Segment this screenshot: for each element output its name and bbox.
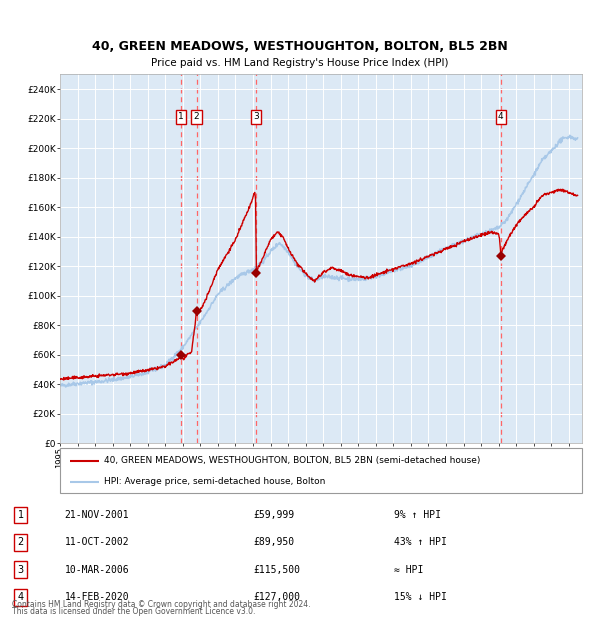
Text: 10-MAR-2006: 10-MAR-2006 [65, 565, 130, 575]
Text: 2: 2 [17, 538, 24, 547]
Text: 21-NOV-2001: 21-NOV-2001 [65, 510, 130, 520]
Text: 40, GREEN MEADOWS, WESTHOUGHTON, BOLTON, BL5 2BN (semi-detached house): 40, GREEN MEADOWS, WESTHOUGHTON, BOLTON,… [104, 456, 481, 465]
Text: 4: 4 [17, 592, 24, 602]
Text: 14-FEB-2020: 14-FEB-2020 [65, 592, 130, 602]
Text: £59,999: £59,999 [253, 510, 294, 520]
Text: 9% ↑ HPI: 9% ↑ HPI [394, 510, 441, 520]
Text: Price paid vs. HM Land Registry's House Price Index (HPI): Price paid vs. HM Land Registry's House … [151, 58, 449, 68]
FancyBboxPatch shape [60, 448, 582, 493]
Text: HPI: Average price, semi-detached house, Bolton: HPI: Average price, semi-detached house,… [104, 477, 326, 486]
Text: 43% ↑ HPI: 43% ↑ HPI [394, 538, 447, 547]
Text: 4: 4 [498, 112, 503, 122]
Text: 2: 2 [194, 112, 199, 122]
Text: ≈ HPI: ≈ HPI [394, 565, 424, 575]
Text: £127,000: £127,000 [253, 592, 300, 602]
Text: £115,500: £115,500 [253, 565, 300, 575]
Text: 11-OCT-2002: 11-OCT-2002 [65, 538, 130, 547]
Text: 40, GREEN MEADOWS, WESTHOUGHTON, BOLTON, BL5 2BN: 40, GREEN MEADOWS, WESTHOUGHTON, BOLTON,… [92, 40, 508, 53]
Text: 1: 1 [178, 112, 184, 122]
Text: 1: 1 [17, 510, 24, 520]
Text: 3: 3 [253, 112, 259, 122]
Text: Contains HM Land Registry data © Crown copyright and database right 2024.: Contains HM Land Registry data © Crown c… [12, 600, 310, 609]
Text: 3: 3 [17, 565, 24, 575]
Text: This data is licensed under the Open Government Licence v3.0.: This data is licensed under the Open Gov… [12, 607, 255, 616]
Text: £89,950: £89,950 [253, 538, 294, 547]
Text: 15% ↓ HPI: 15% ↓ HPI [394, 592, 447, 602]
